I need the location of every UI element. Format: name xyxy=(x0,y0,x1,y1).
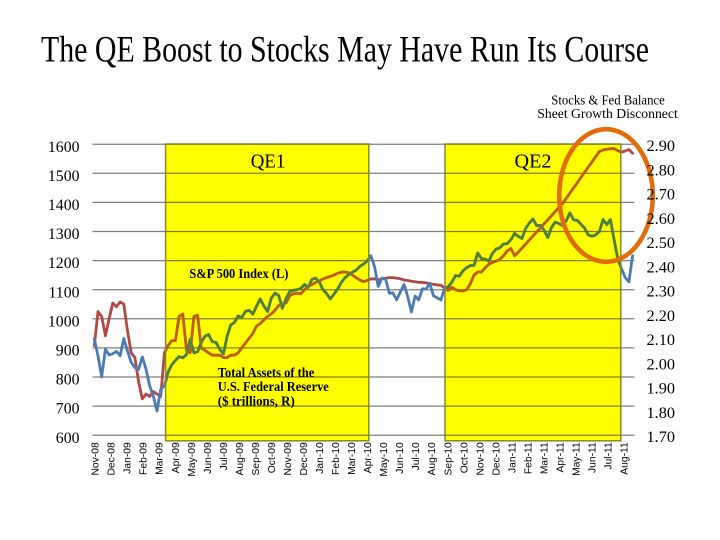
svg-text:May-09: May-09 xyxy=(187,442,198,477)
svg-text:1500: 1500 xyxy=(48,168,80,185)
svg-text:Jan-11: Jan-11 xyxy=(507,442,518,473)
svg-text:Nov-09: Nov-09 xyxy=(283,442,294,475)
svg-text:Jun-11: Jun-11 xyxy=(588,442,599,473)
svg-text:Jul-10: Jul-10 xyxy=(411,442,422,470)
svg-text:Jan-09: Jan-09 xyxy=(123,442,134,474)
svg-text:2.60: 2.60 xyxy=(647,209,676,228)
svg-text:Stocks & Fed Balance: Stocks & Fed Balance xyxy=(551,92,665,107)
svg-text:Jan-10: Jan-10 xyxy=(315,442,326,474)
svg-text:Apr-09: Apr-09 xyxy=(171,442,182,473)
svg-text:Oct-10: Oct-10 xyxy=(459,442,470,473)
svg-text:Jul-09: Jul-09 xyxy=(219,442,230,470)
svg-text:800: 800 xyxy=(56,372,80,389)
svg-text:Feb-11: Feb-11 xyxy=(523,442,534,474)
svg-text:1600: 1600 xyxy=(48,139,80,156)
svg-text:2.30: 2.30 xyxy=(647,282,676,301)
svg-text:Mar-09: Mar-09 xyxy=(155,442,166,475)
svg-text:Feb-10: Feb-10 xyxy=(331,442,342,475)
svg-text:1300: 1300 xyxy=(48,226,80,243)
svg-text:Apr-10: Apr-10 xyxy=(363,442,374,473)
svg-text:2.10: 2.10 xyxy=(647,330,676,349)
svg-text:Jul-11: Jul-11 xyxy=(604,442,615,470)
svg-text:Mar-10: Mar-10 xyxy=(347,442,358,475)
svg-text:2.90: 2.90 xyxy=(647,136,676,155)
svg-text:1.90: 1.90 xyxy=(647,379,676,398)
svg-text:Apr-11: Apr-11 xyxy=(556,442,567,472)
svg-text:Aug-09: Aug-09 xyxy=(235,442,246,475)
svg-text:1400: 1400 xyxy=(48,197,80,214)
svg-text:Aug-11: Aug-11 xyxy=(620,442,631,475)
svg-text:2.50: 2.50 xyxy=(647,233,676,252)
svg-text:QE2: QE2 xyxy=(515,151,552,173)
svg-text:2.40: 2.40 xyxy=(647,257,676,276)
svg-text:($ trillions, R): ($ trillions, R) xyxy=(218,394,295,409)
svg-text:S&P 500 Index (L): S&P 500 Index (L) xyxy=(189,267,288,282)
svg-text:Dec-08: Dec-08 xyxy=(107,442,118,475)
svg-text:2.20: 2.20 xyxy=(647,306,676,325)
svg-text:Feb-09: Feb-09 xyxy=(139,442,150,475)
svg-text:Jun-10: Jun-10 xyxy=(395,442,406,474)
svg-text:QE1: QE1 xyxy=(251,151,286,173)
svg-text:May-10: May-10 xyxy=(379,442,390,477)
svg-text:1.80: 1.80 xyxy=(647,403,676,422)
svg-text:1100: 1100 xyxy=(48,284,79,301)
svg-text:Total Assets of the: Total Assets of the xyxy=(218,366,314,381)
svg-text:Mar-11: Mar-11 xyxy=(539,442,550,474)
svg-text:1000: 1000 xyxy=(48,313,80,330)
svg-text:Sheet Growth Disconnect: Sheet Growth Disconnect xyxy=(537,106,678,121)
svg-text:U.S. Federal Reserve: U.S. Federal Reserve xyxy=(218,380,329,395)
svg-text:Sep-09: Sep-09 xyxy=(251,442,262,475)
svg-text:1200: 1200 xyxy=(48,255,80,272)
svg-text:Nov-10: Nov-10 xyxy=(475,442,486,475)
svg-text:2.00: 2.00 xyxy=(647,354,676,373)
svg-text:Sep-10: Sep-10 xyxy=(443,442,454,475)
svg-text:Oct-09: Oct-09 xyxy=(267,442,278,473)
svg-text:May-11: May-11 xyxy=(572,442,583,476)
svg-text:Nov-08: Nov-08 xyxy=(91,442,102,475)
svg-text:2.70: 2.70 xyxy=(647,185,676,204)
svg-text:Aug-10: Aug-10 xyxy=(427,442,438,475)
svg-text:900: 900 xyxy=(56,343,80,360)
svg-text:600: 600 xyxy=(56,430,80,447)
svg-text:700: 700 xyxy=(56,401,80,418)
svg-text:Dec-09: Dec-09 xyxy=(299,442,310,475)
svg-text:The QE Boost to Stocks May Hav: The QE Boost to Stocks May Have Run Its … xyxy=(41,29,649,70)
svg-text:2.80: 2.80 xyxy=(647,161,676,180)
svg-text:1.70: 1.70 xyxy=(647,427,676,446)
svg-text:Jun-09: Jun-09 xyxy=(203,442,214,474)
svg-text:Dec-10: Dec-10 xyxy=(491,442,502,475)
